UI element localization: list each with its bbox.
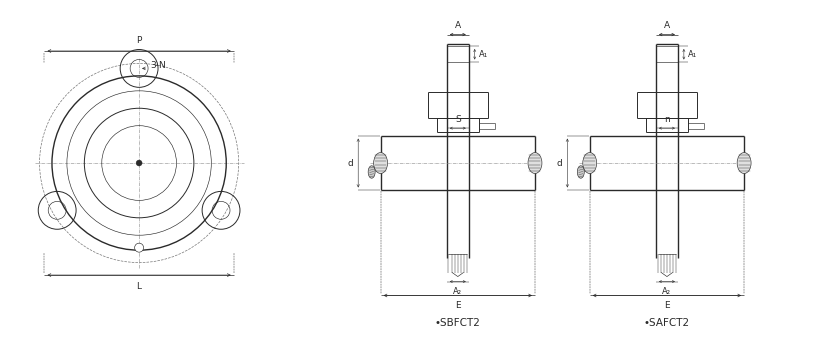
Ellipse shape <box>368 166 375 178</box>
Text: A₁: A₁ <box>479 50 488 59</box>
Circle shape <box>135 243 144 252</box>
Text: n: n <box>664 115 670 124</box>
Text: •SAFCT2: •SAFCT2 <box>644 318 690 328</box>
Text: A₂: A₂ <box>454 287 463 295</box>
Text: L: L <box>136 282 142 291</box>
Text: P: P <box>136 36 142 45</box>
Text: 3-N: 3-N <box>150 62 166 70</box>
Circle shape <box>136 160 142 166</box>
Ellipse shape <box>737 152 751 173</box>
Ellipse shape <box>583 152 596 173</box>
Text: d: d <box>348 159 353 168</box>
Ellipse shape <box>528 152 542 173</box>
Text: d: d <box>557 159 562 168</box>
Text: E: E <box>455 301 460 311</box>
Text: A₂: A₂ <box>663 287 672 295</box>
Text: •SBFCT2: •SBFCT2 <box>435 318 481 328</box>
Text: S: S <box>455 115 461 124</box>
Text: E: E <box>664 301 670 311</box>
Ellipse shape <box>374 152 388 173</box>
Ellipse shape <box>577 166 584 178</box>
Text: A₁: A₁ <box>688 50 697 59</box>
Text: A: A <box>664 21 670 30</box>
Text: A: A <box>455 21 461 30</box>
